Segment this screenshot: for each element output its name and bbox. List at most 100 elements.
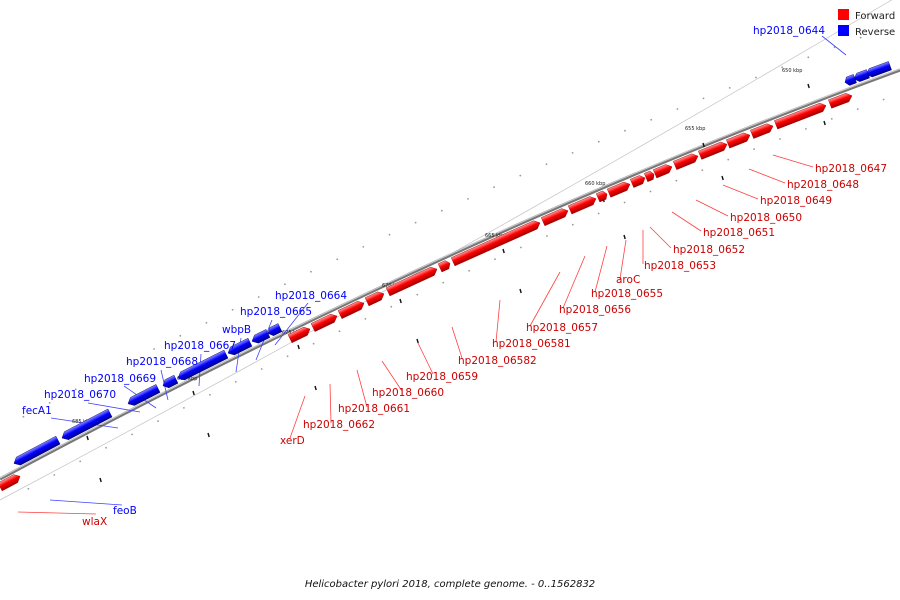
gene-glyph-forward-11-body bbox=[567, 196, 597, 215]
inner-tick-1 bbox=[721, 175, 724, 181]
leader-line-2 bbox=[748, 168, 786, 184]
scale-dot-inner-13 bbox=[364, 318, 367, 320]
scale-label-680: 680 kbp bbox=[177, 376, 197, 382]
gene-glyph-reverse-3-body bbox=[267, 323, 283, 336]
gene-label-hp2018-0670[interactable]: hp2018_0670 bbox=[44, 389, 116, 401]
gene-label-hp2018-0655[interactable]: hp2018_0655 bbox=[591, 288, 663, 300]
leader-line-12 bbox=[495, 299, 501, 343]
leader-line-4 bbox=[695, 199, 729, 217]
gene-label-hp2018-0644[interactable]: hp2018_0644 bbox=[753, 25, 825, 37]
gene-glyph-forward-3-body bbox=[726, 132, 751, 149]
scale-dot-outer-13 bbox=[336, 258, 339, 261]
major-tick-4 bbox=[399, 298, 402, 304]
gene-glyph-reverse-9 bbox=[61, 408, 113, 440]
gene-glyph-reverse-0-body bbox=[865, 61, 892, 78]
gene-label-hp2018-0652[interactable]: hp2018_0652 bbox=[673, 244, 745, 256]
gene-label-feoB[interactable]: feoB bbox=[113, 505, 137, 517]
gene-label-hp2018-0661[interactable]: hp2018_0661 bbox=[338, 403, 410, 415]
scale-dot-inner-18 bbox=[494, 258, 496, 260]
scale-dot-outer-19 bbox=[493, 186, 495, 189]
leader-line-5 bbox=[671, 211, 702, 232]
scale-dot-inner-0 bbox=[27, 487, 30, 490]
gene-label-hp2018-0656[interactable]: hp2018_0656 bbox=[559, 304, 631, 316]
scale-dot-inner-16 bbox=[442, 281, 445, 284]
outer-scale-arc bbox=[0, 0, 893, 501]
gene-glyph-forward-5-body bbox=[673, 153, 699, 170]
gene-glyph-reverse-1 bbox=[853, 69, 870, 82]
gene-glyph-reverse-2-body bbox=[844, 74, 857, 86]
leader-line-6 bbox=[649, 226, 672, 249]
leader-line-9 bbox=[594, 245, 608, 293]
scale-dot-outer-17 bbox=[440, 209, 443, 212]
scale-label-655: 655 kbp bbox=[685, 126, 705, 132]
gene-label-hp2018-0648[interactable]: hp2018_0648 bbox=[787, 179, 859, 191]
legend-forward-label: Forward bbox=[855, 11, 895, 22]
major-tick-6 bbox=[192, 390, 195, 396]
gene-label-hp2018-0660[interactable]: hp2018_0660 bbox=[372, 387, 444, 399]
gene-label-hp2018-0651[interactable]: hp2018_0651 bbox=[703, 227, 775, 239]
gene-glyph-forward-1 bbox=[774, 102, 827, 130]
gene-label-xerD[interactable]: xerD bbox=[280, 435, 305, 447]
gene-glyph-forward-10 bbox=[595, 190, 608, 203]
scale-dot-outer-21 bbox=[545, 163, 548, 166]
gene-glyph-forward-2 bbox=[750, 123, 774, 139]
scale-dot-inner-8 bbox=[234, 381, 237, 383]
gene-label-hp2018-0662[interactable]: hp2018_0662 bbox=[303, 419, 375, 431]
leader-line-28 bbox=[17, 511, 97, 515]
gene-label-hp2018-0657[interactable]: hp2018_0657 bbox=[526, 322, 598, 334]
scale-label-660: 660 kbp bbox=[585, 181, 605, 187]
scale-dot-inner-2 bbox=[79, 460, 82, 463]
scale-dot-outer-24 bbox=[624, 129, 626, 132]
gene-glyph-forward-18 bbox=[310, 313, 338, 332]
gene-glyph-reverse-0 bbox=[865, 61, 892, 78]
gene-label-hp2018-0650[interactable]: hp2018_0650 bbox=[730, 212, 802, 224]
scale-dot-outer-28 bbox=[728, 87, 731, 89]
scale-dot-inner-30 bbox=[805, 127, 807, 130]
scale-dot-outer-8 bbox=[205, 321, 208, 324]
scale-dot-outer-26 bbox=[676, 108, 679, 110]
gene-label-hp2018-0667[interactable]: hp2018_0667 bbox=[164, 340, 236, 352]
inner-tick-6 bbox=[207, 432, 210, 438]
scale-dot-outer-7 bbox=[179, 334, 182, 337]
gene-glyph-reverse-4 bbox=[251, 329, 271, 344]
gene-glyph-forward-4-body bbox=[698, 141, 728, 160]
scale-dot-outer-2 bbox=[48, 402, 51, 404]
scale-dot-inner-26 bbox=[701, 169, 704, 172]
label-leader-lines bbox=[17, 35, 847, 515]
gene-label-hp2018-0665[interactable]: hp2018_0665 bbox=[240, 306, 312, 318]
scale-dot-outer-5 bbox=[127, 361, 129, 364]
gene-glyph-forward-13 bbox=[450, 220, 541, 267]
major-tick-0 bbox=[807, 83, 810, 89]
gene-label-hp2018-06581[interactable]: hp2018_06581 bbox=[492, 338, 571, 350]
gene-label-hp2018-0649[interactable]: hp2018_0649 bbox=[760, 195, 832, 207]
gene-label-hp2018-0669[interactable]: hp2018_0669 bbox=[84, 373, 156, 385]
gene-glyph-forward-0-body bbox=[828, 93, 853, 109]
gene-label-hp2018-0659[interactable]: hp2018_0659 bbox=[406, 371, 478, 383]
gene-label-hp2018-0668[interactable]: hp2018_0668 bbox=[126, 356, 198, 368]
gene-label-hp2018-0664[interactable]: hp2018_0664 bbox=[275, 290, 347, 302]
scale-label-665: 665 kbp bbox=[485, 233, 505, 239]
gene-label-hp2018-06582[interactable]: hp2018_06582 bbox=[458, 355, 537, 367]
gene-label-hp2018-0653[interactable]: hp2018_0653 bbox=[644, 260, 716, 272]
gene-glyph-reverse-3 bbox=[267, 323, 283, 336]
gene-label-aroC[interactable]: aroC bbox=[616, 274, 640, 286]
gene-glyph-forward-6 bbox=[653, 164, 673, 179]
scale-dot-inner-15 bbox=[416, 293, 419, 296]
scale-dot-inner-1 bbox=[53, 474, 56, 476]
inner-tick-3 bbox=[519, 288, 522, 294]
genome-backbone-highlight bbox=[0, 68, 900, 479]
gene-labels: hp2018_0644 hp2018_0647 hp2018_0648 hp20… bbox=[22, 25, 887, 528]
scale-dot-inner-5 bbox=[157, 420, 159, 422]
legend: Forward Reverse bbox=[838, 9, 895, 38]
scale-dot-outer-4 bbox=[100, 374, 103, 377]
gene-glyph-forward-13-body bbox=[450, 220, 541, 267]
gene-glyph-reverse-7-body bbox=[162, 374, 179, 389]
gene-label-wbpB[interactable]: wbpB bbox=[222, 324, 251, 336]
gene-label-hp2018-0647[interactable]: hp2018_0647 bbox=[815, 163, 887, 175]
legend-reverse-swatch bbox=[838, 25, 849, 36]
gene-label-fecA1[interactable]: fecA1 bbox=[22, 405, 52, 417]
gene-glyph-reverse-1-body bbox=[853, 69, 870, 82]
gene-glyph-forward-19 bbox=[287, 326, 311, 344]
gene-label-wlaX[interactable]: wlaX bbox=[82, 516, 107, 528]
